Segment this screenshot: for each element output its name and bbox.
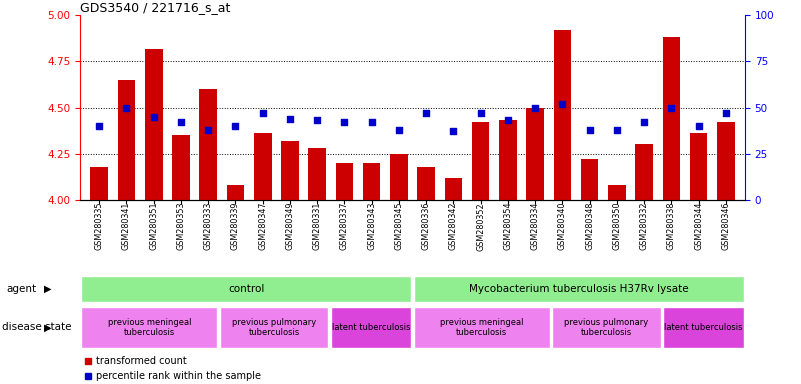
Text: GSM280343: GSM280343: [367, 202, 376, 250]
Point: [229, 123, 242, 129]
Point: [610, 127, 623, 133]
Bar: [553, 30, 571, 200]
Point: [447, 128, 460, 134]
Point: [284, 116, 296, 122]
Point: [638, 119, 650, 125]
Point: [120, 104, 133, 111]
Legend: transformed count, percentile rank within the sample: transformed count, percentile rank withi…: [85, 356, 260, 381]
Text: GSM280335: GSM280335: [95, 202, 103, 250]
Text: agent: agent: [6, 284, 37, 294]
Bar: [254, 133, 272, 200]
Point: [665, 104, 678, 111]
Bar: [608, 185, 626, 200]
Point: [256, 110, 269, 116]
Bar: [145, 48, 163, 200]
Text: previous pulmonary
tuberculosis: previous pulmonary tuberculosis: [564, 318, 649, 337]
Bar: [331, 307, 412, 348]
Bar: [552, 307, 661, 348]
Bar: [413, 276, 744, 302]
Bar: [91, 167, 108, 200]
Bar: [336, 163, 353, 200]
Text: GSM280331: GSM280331: [312, 202, 322, 250]
Bar: [690, 133, 707, 200]
Point: [147, 114, 160, 120]
Text: ▶: ▶: [44, 284, 51, 294]
Text: GSM280344: GSM280344: [694, 202, 703, 250]
Text: GSM280350: GSM280350: [613, 202, 622, 250]
Point: [583, 127, 596, 133]
Bar: [81, 307, 218, 348]
Bar: [663, 307, 744, 348]
Bar: [499, 121, 517, 200]
Text: GSM280340: GSM280340: [557, 202, 567, 250]
Point: [692, 123, 705, 129]
Bar: [472, 122, 489, 200]
Bar: [581, 159, 598, 200]
Bar: [417, 167, 435, 200]
Text: GDS3540 / 221716_s_at: GDS3540 / 221716_s_at: [80, 1, 231, 14]
Text: GSM280333: GSM280333: [203, 202, 212, 250]
Text: GSM280346: GSM280346: [722, 202, 731, 250]
Text: GSM280354: GSM280354: [503, 202, 513, 250]
Point: [338, 119, 351, 125]
Bar: [390, 154, 408, 200]
Text: GSM280353: GSM280353: [176, 202, 185, 250]
Text: disease state: disease state: [2, 322, 71, 333]
Text: GSM280352: GSM280352: [476, 202, 485, 250]
Bar: [118, 80, 135, 200]
Text: GSM280339: GSM280339: [231, 202, 240, 250]
Text: GSM280345: GSM280345: [394, 202, 404, 250]
Bar: [308, 148, 326, 200]
Text: GSM280338: GSM280338: [667, 202, 676, 250]
Text: GSM280347: GSM280347: [258, 202, 268, 250]
Bar: [662, 38, 680, 200]
Bar: [227, 185, 244, 200]
Text: GSM280349: GSM280349: [285, 202, 295, 250]
Point: [556, 101, 569, 107]
Bar: [219, 307, 328, 348]
Bar: [199, 89, 217, 200]
Text: GSM280334: GSM280334: [530, 202, 540, 250]
Bar: [81, 276, 412, 302]
Bar: [172, 135, 190, 200]
Bar: [363, 163, 380, 200]
Bar: [717, 122, 735, 200]
Point: [202, 127, 215, 133]
Bar: [281, 141, 299, 200]
Point: [175, 119, 187, 125]
Text: latent tuberculosis: latent tuberculosis: [664, 323, 743, 332]
Text: ▶: ▶: [44, 322, 51, 333]
Text: GSM280341: GSM280341: [122, 202, 131, 250]
Point: [529, 104, 541, 111]
Text: GSM280342: GSM280342: [449, 202, 458, 250]
Text: GSM280336: GSM280336: [421, 202, 431, 250]
Text: previous meningeal
tuberculosis: previous meningeal tuberculosis: [440, 318, 524, 337]
Text: GSM280332: GSM280332: [640, 202, 649, 250]
Text: GSM280351: GSM280351: [149, 202, 158, 250]
Point: [420, 110, 433, 116]
Point: [501, 118, 514, 124]
Bar: [526, 108, 544, 200]
Text: GSM280337: GSM280337: [340, 202, 349, 250]
Text: previous pulmonary
tuberculosis: previous pulmonary tuberculosis: [231, 318, 316, 337]
Text: latent tuberculosis: latent tuberculosis: [332, 323, 410, 332]
Bar: [635, 144, 653, 200]
Point: [93, 123, 106, 129]
Point: [719, 110, 732, 116]
Point: [474, 110, 487, 116]
Bar: [445, 177, 462, 200]
Text: Mycobacterium tuberculosis H37Rv lysate: Mycobacterium tuberculosis H37Rv lysate: [469, 284, 689, 294]
Point: [311, 118, 324, 124]
Text: GSM280348: GSM280348: [585, 202, 594, 250]
Bar: [413, 307, 550, 348]
Text: control: control: [228, 284, 264, 294]
Point: [365, 119, 378, 125]
Point: [392, 127, 405, 133]
Text: previous meningeal
tuberculosis: previous meningeal tuberculosis: [107, 318, 191, 337]
